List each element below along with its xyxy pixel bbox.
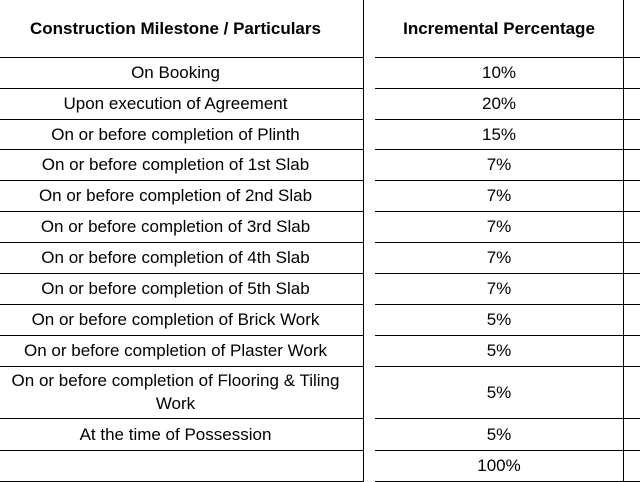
extra-cell [623,57,640,89]
milestone-cell: On or before completion of 1st Slab [0,149,364,181]
header-cell: Construction Milestone / Particulars [0,0,364,58]
milestone-cell: At the time of Possession [0,418,364,451]
extra-cell [623,304,640,336]
percentage-cell: 5% [375,366,624,419]
percentage-cell: 7% [375,211,624,243]
milestone-cell: On or before completion of Flooring & Ti… [0,366,364,419]
percentage-cell: 15% [375,119,624,150]
milestone-cell: On Booking [0,57,364,89]
percentage-cell: 10% [375,57,624,89]
header-cell [623,0,640,58]
percentage-cell: 5% [375,304,624,336]
extra-cell [623,119,640,150]
extra-cell [623,242,640,274]
extra-cell [623,211,640,243]
milestone-cell: On or before completion of 3rd Slab [0,211,364,243]
milestone-cell: On or before completion of 2nd Slab [0,180,364,212]
percentage-cell: 7% [375,273,624,305]
milestone-cell: On or before completion of Brick Work [0,304,364,336]
extra-cell [623,88,640,120]
milestone-cell: On or before completion of 5th Slab [0,273,364,305]
extra-cell [623,149,640,181]
milestone-cell: On or before completion of Plaster Work [0,335,364,367]
percentage-cell: 7% [375,180,624,212]
total-cell: 100% [375,450,624,482]
extra-cell [623,273,640,305]
extra-cell [623,418,640,451]
milestone-cell: Upon execution of Agreement [0,88,364,120]
milestone-cell: On or before completion of 4th Slab [0,242,364,274]
percentage-cell: 7% [375,242,624,274]
header-cell: Incremental Percentage [375,0,624,58]
extra-cell [623,450,640,482]
milestone-cell: On or before completion of Plinth [0,119,364,150]
percentage-cell: 5% [375,418,624,451]
extra-cell [623,180,640,212]
percentage-cell: 5% [375,335,624,367]
percentage-cell: 20% [375,88,624,120]
extra-cell [623,335,640,367]
empty-cell [0,450,364,482]
extra-cell [623,366,640,419]
percentage-cell: 7% [375,149,624,181]
